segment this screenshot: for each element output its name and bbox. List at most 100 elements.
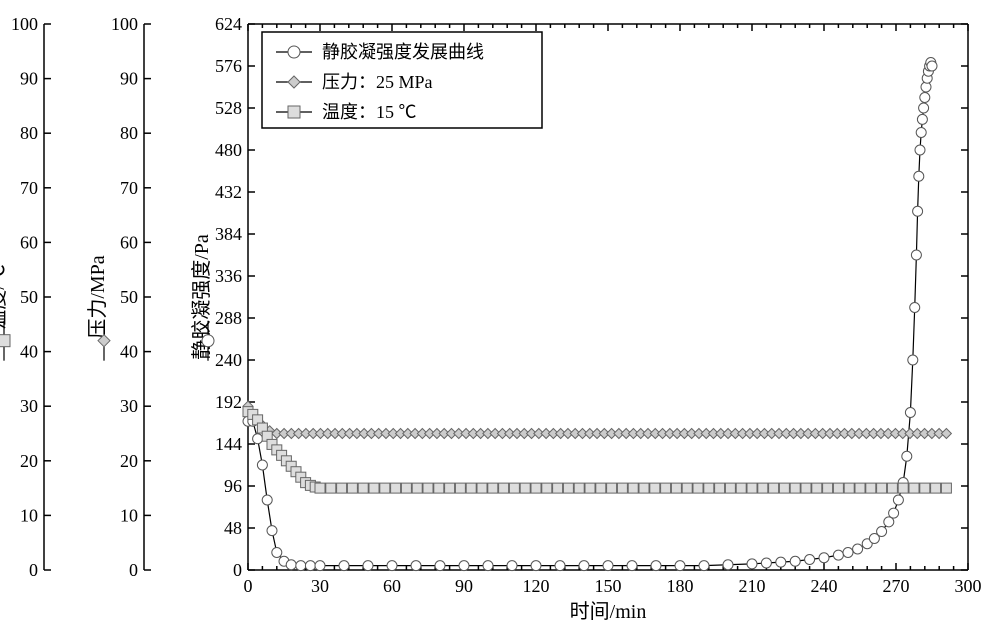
x-tick-label: 180: [667, 576, 694, 596]
square-marker: [866, 483, 876, 493]
square-marker: [725, 483, 735, 493]
circle-marker: [411, 561, 421, 571]
square-marker: [920, 483, 930, 493]
y-tick-label: 30: [20, 396, 38, 416]
y-tick-label: 0: [129, 560, 138, 580]
circle-marker: [531, 561, 541, 571]
square-marker: [466, 483, 476, 493]
y-tick-label: 240: [215, 350, 242, 370]
x-tick-label: 270: [883, 576, 910, 596]
square-marker: [855, 483, 865, 493]
circle-marker: [908, 355, 918, 365]
square-marker: [607, 483, 617, 493]
y-tick-label: 624: [215, 14, 242, 34]
circle-marker: [257, 460, 267, 470]
square-marker: [326, 483, 336, 493]
circle-marker: [910, 303, 920, 313]
square-marker: [288, 106, 300, 118]
circle-marker: [893, 495, 903, 505]
square-marker: [553, 483, 563, 493]
square-marker: [315, 483, 325, 493]
square-marker: [391, 483, 401, 493]
temp_axis-title: 温度/℃: [0, 264, 9, 330]
square-marker: [887, 483, 897, 493]
y-tick-label: 40: [120, 342, 138, 362]
square-marker: [509, 483, 519, 493]
circle-marker: [267, 526, 277, 536]
y-tick-label: 90: [20, 69, 38, 89]
circle-marker: [675, 561, 685, 571]
y-tick-label: 384: [215, 224, 242, 244]
y-tick-label: 10: [120, 505, 138, 525]
circle-marker: [916, 128, 926, 138]
circle-marker: [555, 561, 565, 571]
square-marker: [0, 335, 10, 347]
square-marker: [671, 483, 681, 493]
y-tick-label: 144: [215, 434, 242, 454]
y-tick-label: 20: [20, 451, 38, 471]
square-marker: [369, 483, 379, 493]
circle-marker: [920, 93, 930, 103]
square-marker: [445, 483, 455, 493]
square-marker: [844, 483, 854, 493]
circle-marker: [877, 527, 887, 537]
circle-marker: [253, 434, 263, 444]
y-tick-label: 432: [215, 182, 242, 202]
legend-label: 静胶凝强度发展曲线: [322, 42, 484, 62]
y-tick-label: 30: [120, 396, 138, 416]
circle-marker: [459, 561, 469, 571]
square-marker: [909, 483, 919, 493]
y-tick-label: 336: [215, 266, 242, 286]
y-tick-label: 480: [215, 140, 242, 160]
square-marker: [650, 483, 660, 493]
square-marker: [563, 483, 573, 493]
circle-marker: [262, 495, 272, 505]
square-marker: [531, 483, 541, 493]
circle-marker: [843, 548, 853, 558]
x-tick-label: 60: [383, 576, 401, 596]
y-tick-label: 50: [20, 287, 38, 307]
circle-marker: [911, 250, 921, 260]
circle-marker: [927, 61, 937, 71]
y-tick-label: 528: [215, 98, 242, 118]
y-tick-label: 40: [20, 342, 38, 362]
y-tick-label: 50: [120, 287, 138, 307]
square-marker: [823, 483, 833, 493]
square-marker: [488, 483, 498, 493]
circle-marker: [286, 560, 296, 570]
circle-marker: [651, 561, 661, 571]
y-tick-label: 48: [224, 518, 242, 538]
circle-marker: [805, 555, 815, 565]
x-axis-title: 时间/min: [570, 600, 647, 623]
x-tick-label: 90: [455, 576, 473, 596]
circle-marker: [435, 561, 445, 571]
circle-marker: [747, 559, 757, 569]
y-tick-label: 96: [224, 476, 242, 496]
circle-marker: [363, 561, 373, 571]
square-marker: [877, 483, 887, 493]
square-marker: [380, 483, 390, 493]
square-marker: [401, 483, 411, 493]
square-marker: [412, 483, 422, 493]
x-tick-label: 120: [523, 576, 550, 596]
diamond-marker: [941, 429, 951, 439]
y-tick-label: 70: [120, 178, 138, 198]
x-tick-label: 300: [955, 576, 982, 596]
circle-marker: [699, 561, 709, 571]
y-tick-label: 100: [11, 14, 38, 34]
circle-marker: [790, 556, 800, 566]
circle-marker: [339, 561, 349, 571]
square-marker: [628, 483, 638, 493]
circle-marker: [507, 561, 517, 571]
x-tick-label: 210: [739, 576, 766, 596]
y-tick-label: 0: [29, 560, 38, 580]
circle-marker: [853, 544, 863, 554]
y-tick-label: 60: [20, 232, 38, 252]
square-marker: [455, 483, 465, 493]
y-tick-label: 100: [111, 14, 138, 34]
circle-marker: [776, 557, 786, 567]
circle-marker: [919, 103, 929, 113]
circle-marker: [305, 561, 315, 571]
square-marker: [898, 483, 908, 493]
x-tick-label: 150: [595, 576, 622, 596]
